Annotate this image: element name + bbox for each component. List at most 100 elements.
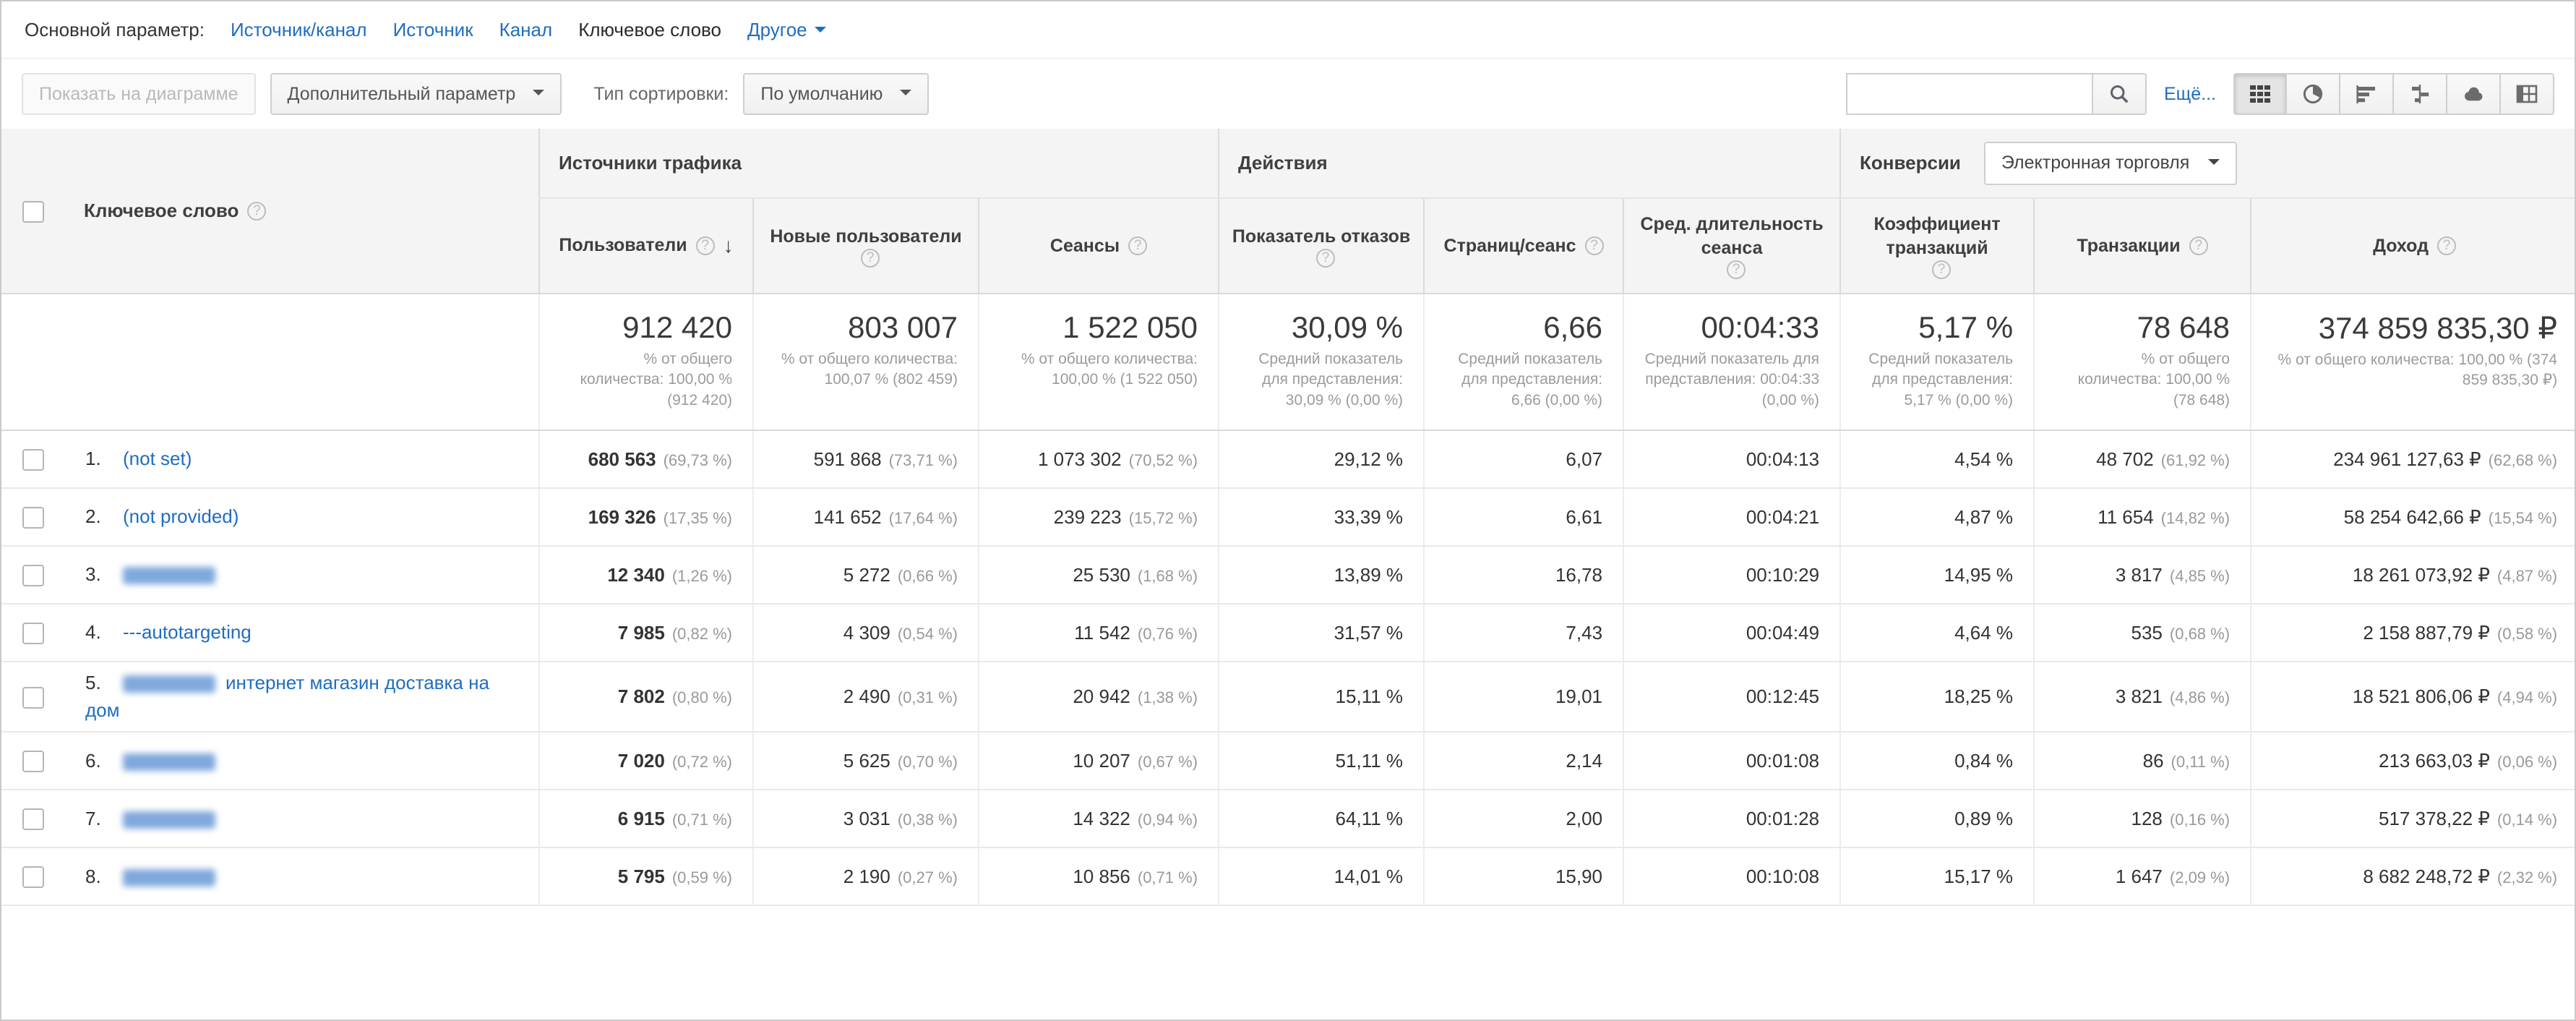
metric-cell: 12 340 (1,26 %) [538,546,753,605]
metric-value: 48 702 [2096,448,2154,470]
metric-value: 00:04:21 [1746,505,1820,528]
metric-percent: (17,35 %) [663,508,732,527]
column-revenue[interactable]: Доход [2250,198,2575,294]
metric-value: 33,39 % [1334,505,1404,528]
metric-cell: 0,89 % [1839,790,2035,849]
keyword-link[interactable]: ---autotargeting [123,621,252,644]
secondary-dimension-label: Дополнительный параметр [287,83,516,104]
row-checkbox[interactable] [22,751,44,773]
column-new-users[interactable]: Новые пользователи [752,198,979,294]
row-checkbox-cell [1,604,65,663]
help-icon[interactable] [1316,248,1336,268]
column-users[interactable]: Пользователи [538,198,753,294]
row-checkbox[interactable] [22,565,44,587]
keyword-column-header[interactable]: Ключевое слово [65,129,539,294]
dimension-option-keyword-active[interactable]: Ключевое слово [578,18,722,40]
total-note: % от общего количества: 100,00 % (1 522 … [1021,351,1198,388]
table-view-button[interactable] [2233,73,2287,115]
dimension-other-label: Другое [747,18,807,40]
row-checkbox[interactable] [22,686,44,709]
total-new-users: 803 007 % от общего количества: 100,07 % … [752,294,979,432]
help-icon[interactable] [1932,260,1952,279]
keyword-link[interactable]: интернет магазин доставка на дом [85,672,489,721]
total-value: 1 522 050 [1062,310,1198,344]
metric-percent: (0,72 %) [671,752,732,771]
row-checkbox[interactable] [22,623,44,645]
metric-cell: 33,39 % [1218,488,1425,547]
dimension-option-source[interactable]: Источник [392,18,473,40]
row-checkbox[interactable] [22,808,44,831]
search-button[interactable] [2092,73,2147,115]
row-checkbox[interactable] [22,866,44,889]
metric-percent: (69,73 %) [663,450,732,469]
metric-percent: (0,11 %) [2171,752,2231,771]
metric-cell: 517 378,22 ₽ (0,14 %) [2250,790,2575,849]
plot-rows-button[interactable]: Показать на диаграмме [22,73,256,115]
help-icon[interactable] [861,248,880,268]
dimension-option-medium[interactable]: Канал [499,18,553,40]
metric-value: 141 652 [813,505,882,528]
ecommerce-goal-selector[interactable]: Электронная торговля [1983,141,2238,185]
primary-dimension-bar: Основной параметр: Источник/канал Источн… [1,1,2575,59]
metric-value: 19,01 [1555,685,1603,708]
keyword-link[interactable]: (not set) [123,448,192,470]
help-icon[interactable] [2437,236,2456,255]
select-all-checkbox[interactable] [22,200,44,223]
dimension-option-source-medium[interactable]: Источник/канал [230,18,367,40]
help-icon[interactable] [1584,236,1604,255]
metric-cell: 4,87 % [1839,488,2035,547]
column-transactions[interactable]: Транзакции [2033,198,2251,294]
metric-cell: 00:01:08 [1623,732,1841,791]
performance-view-button[interactable] [2340,73,2394,115]
column-transaction-rate[interactable]: Коэффициент транзакций [1839,198,2035,294]
metric-percent: (17,64 %) [888,508,958,527]
percentage-view-button[interactable] [2287,73,2340,115]
metric-group-header-row: Ключевое слово Источники трафика Действи… [1,129,2575,294]
help-icon[interactable] [2189,236,2208,255]
column-avg-session-duration[interactable]: Сред. длительность сеанса [1623,198,1841,294]
help-icon[interactable] [695,236,715,255]
column-sessions[interactable]: Сеансы [977,198,1219,294]
total-note: Средний показатель для представления: 00… [1644,351,1820,409]
metric-cell: 14,01 % [1218,847,1425,907]
metric-value: 7 802 [617,685,665,708]
term-cloud-view-button[interactable] [2447,73,2501,115]
report-toolbar: Показать на диаграмме Дополнительный пар… [1,59,2575,129]
metric-value: 535 [2131,621,2163,644]
metric-cell: 29,12 % [1218,430,1425,490]
row-checkbox[interactable] [22,507,44,529]
column-transaction-rate-label: Коэффициент транзакций [1873,214,2001,258]
metric-percent: (70,52 %) [1128,450,1198,469]
keyword-cell: 3. [65,546,539,605]
keyword-cell: 7. [65,790,539,849]
help-icon[interactable] [1727,260,1746,279]
column-pages-per-session[interactable]: Страниц/сеанс [1423,198,1624,294]
sort-type-dropdown[interactable]: По умолчанию [743,73,929,115]
metric-percent: (0,80 %) [671,688,732,707]
total-note: % от общего количества: 100,07 % (802 45… [781,351,958,388]
row-checkbox[interactable] [22,449,44,471]
metric-percent: (0,54 %) [897,624,958,643]
metric-cell: 1 073 302 (70,52 %) [977,430,1219,490]
metric-cell: 239 223 (15,72 %) [977,488,1219,547]
comparison-view-button[interactable] [2394,73,2447,115]
help-icon[interactable] [247,201,267,221]
column-bounce-rate[interactable]: Показатель отказов [1218,198,1425,294]
keyword-link[interactable]: (not provided) [123,505,239,528]
metric-cell: 31,57 % [1218,604,1425,663]
dimension-option-other[interactable]: Другое [747,19,826,41]
advanced-filter-link[interactable]: Ещё... [2164,83,2216,104]
metric-value: 14 322 [1073,807,1130,829]
metric-percent: (0,31 %) [897,688,958,707]
total-bounce-rate: 30,09 % Средний показатель для представле… [1218,294,1425,432]
metric-percent: (0,68 %) [2169,624,2231,643]
metric-value: 18,25 % [1944,685,2014,708]
metric-percent: (2,32 %) [2496,868,2558,887]
help-icon[interactable] [1128,236,1148,255]
search-input[interactable] [1846,73,2092,115]
totals-row: 912 420 % от общего количества: 100,00 % … [1,294,2575,432]
pivot-view-button[interactable] [2501,73,2554,115]
metric-cell: 141 652 (17,64 %) [752,488,979,547]
secondary-dimension-button[interactable]: Дополнительный параметр [270,73,562,115]
